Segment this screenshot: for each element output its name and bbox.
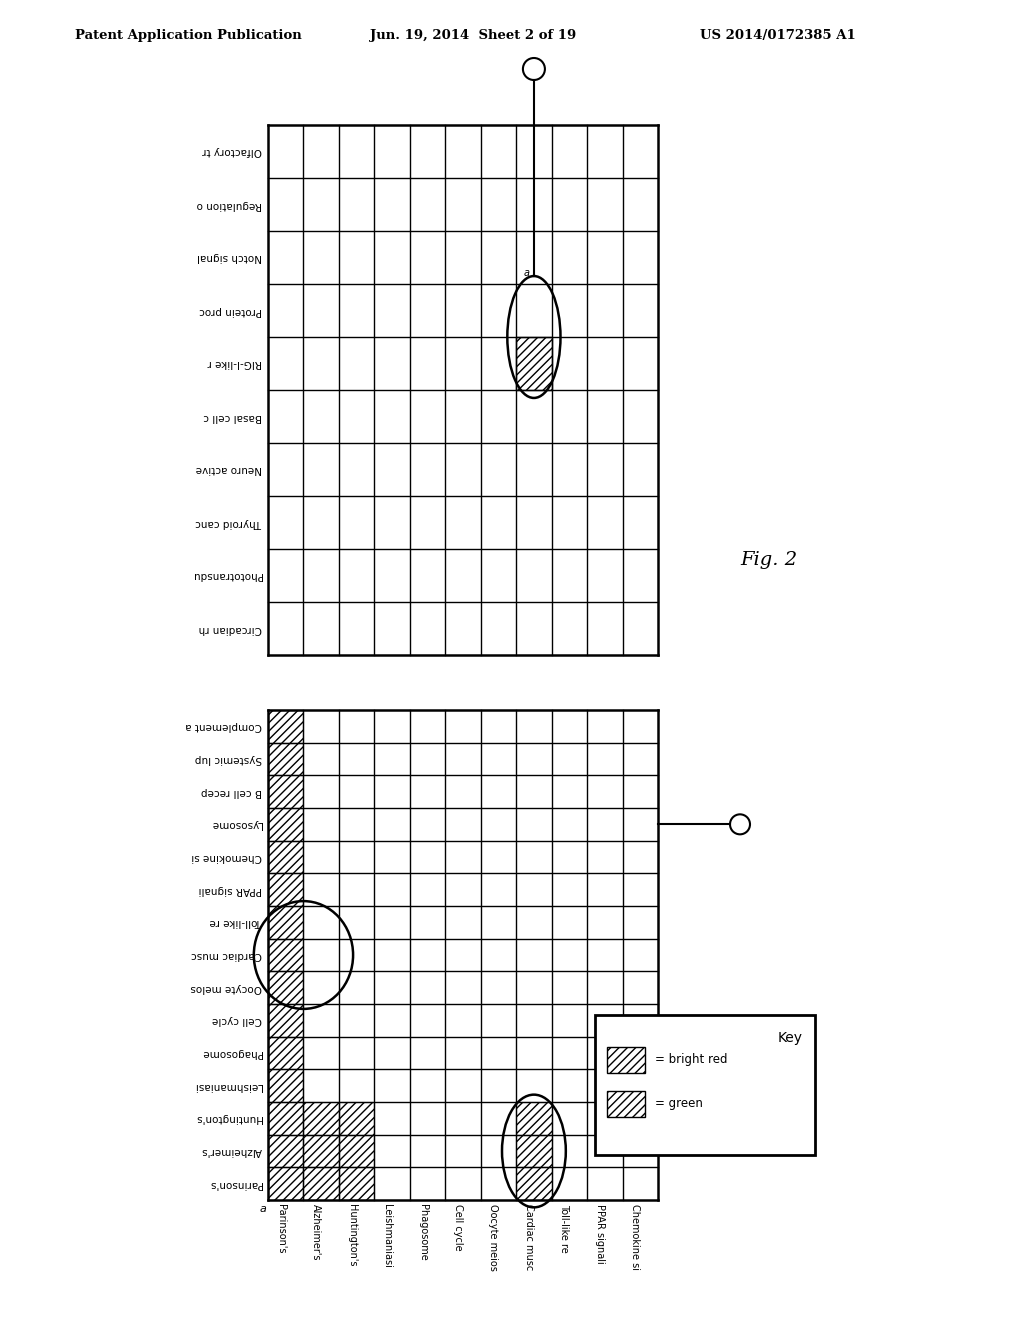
Text: = bright red: = bright red: [655, 1053, 727, 1067]
Text: Key: Key: [778, 1031, 803, 1045]
Bar: [607, 1092, 645, 1117]
Bar: [516, 337, 552, 389]
Text: Chemokine si: Chemokine si: [191, 851, 262, 862]
Text: Huntington's: Huntington's: [347, 1204, 356, 1266]
Bar: [516, 1102, 552, 1135]
Bar: [268, 972, 303, 1005]
Text: a: a: [259, 1204, 266, 1214]
Text: Chemokine si: Chemokine si: [631, 1204, 640, 1270]
Text: US 2014/0172385 A1: US 2014/0172385 A1: [700, 29, 856, 42]
Text: Oocyte melos: Oocyte melos: [190, 982, 262, 993]
Bar: [516, 1135, 552, 1167]
Text: Parinson's: Parinson's: [275, 1204, 286, 1254]
Bar: [268, 1036, 303, 1069]
Text: PPAR signali: PPAR signali: [199, 884, 262, 895]
Text: Toll-like re: Toll-like re: [559, 1204, 569, 1253]
Text: = green: = green: [655, 1097, 702, 1110]
Text: Lysosome: Lysosome: [211, 820, 262, 829]
Text: Cardiac musc: Cardiac musc: [524, 1204, 534, 1270]
Bar: [339, 1102, 375, 1135]
Bar: [303, 1167, 339, 1200]
Bar: [268, 1069, 303, 1102]
Text: Phagosome: Phagosome: [202, 1048, 262, 1059]
Bar: [268, 874, 303, 906]
Bar: [595, 1015, 815, 1155]
Text: Phototransdu: Phototransdu: [193, 570, 262, 581]
Text: Olfactory tr: Olfactory tr: [202, 147, 262, 157]
Text: Cardiac musc: Cardiac musc: [191, 950, 262, 960]
Text: Patent Application Publication: Patent Application Publication: [75, 29, 302, 42]
Text: Neuro active: Neuro active: [196, 465, 262, 474]
Text: Phagosome: Phagosome: [418, 1204, 428, 1261]
Bar: [303, 1102, 339, 1135]
Text: Jun. 19, 2014  Sheet 2 of 19: Jun. 19, 2014 Sheet 2 of 19: [370, 29, 577, 42]
Text: Oocyte meios: Oocyte meios: [488, 1204, 499, 1271]
Text: Alzheimer's: Alzheimer's: [311, 1204, 322, 1261]
Text: B cell recep: B cell recep: [201, 787, 262, 797]
Text: Regulation o: Regulation o: [197, 199, 262, 210]
Text: Alzheimer's: Alzheimer's: [201, 1146, 262, 1156]
Text: Parinson's: Parinson's: [209, 1179, 262, 1189]
Text: Thyroid canc: Thyroid canc: [196, 517, 262, 528]
Text: Cell cycle: Cell cycle: [453, 1204, 463, 1250]
Bar: [268, 743, 303, 775]
Text: Cell cycle: Cell cycle: [212, 1015, 262, 1026]
Text: Protein proc: Protein proc: [199, 305, 262, 315]
Bar: [268, 1102, 303, 1135]
Text: Circadian rh: Circadian rh: [199, 623, 262, 634]
Text: Complement a: Complement a: [185, 721, 262, 731]
Text: Basal cell c: Basal cell c: [203, 412, 262, 421]
Text: Systemic lup: Systemic lup: [195, 754, 262, 764]
Text: PPAR signali: PPAR signali: [595, 1204, 605, 1263]
Bar: [268, 808, 303, 841]
Bar: [268, 841, 303, 874]
Text: Notch signal: Notch signal: [197, 252, 262, 263]
Bar: [268, 906, 303, 939]
Bar: [268, 1005, 303, 1036]
Text: Leishmaniasi: Leishmaniasi: [382, 1204, 392, 1269]
Bar: [607, 1047, 645, 1073]
Text: Huntington's: Huntington's: [196, 1113, 262, 1123]
Bar: [268, 1135, 303, 1167]
Bar: [268, 1167, 303, 1200]
Bar: [303, 1135, 339, 1167]
Text: a: a: [524, 268, 529, 279]
Text: RIG-I-like r: RIG-I-like r: [208, 359, 262, 368]
Bar: [268, 710, 303, 743]
Bar: [339, 1135, 375, 1167]
Text: Toll-like re: Toll-like re: [210, 917, 262, 928]
Bar: [268, 775, 303, 808]
Text: Fig. 2: Fig. 2: [740, 550, 797, 569]
Text: Leishmaniasi: Leishmaniasi: [194, 1081, 262, 1090]
Bar: [268, 939, 303, 972]
Bar: [339, 1167, 375, 1200]
Bar: [516, 1167, 552, 1200]
